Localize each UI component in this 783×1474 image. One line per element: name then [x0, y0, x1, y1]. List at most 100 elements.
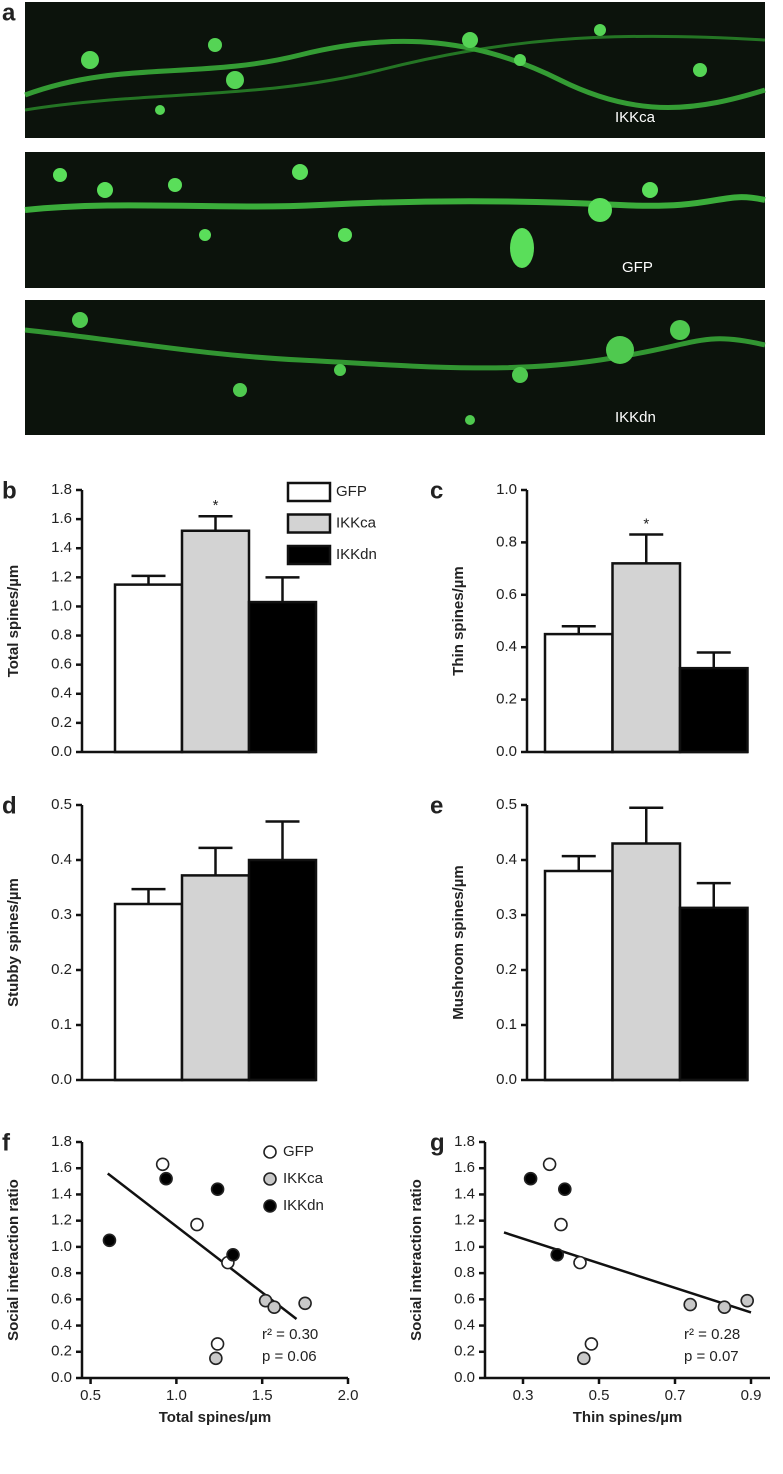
x-tick-label: 1.0 [166, 1387, 187, 1404]
y-tick-label: 0.0 [51, 1071, 72, 1088]
bar [611, 562, 682, 754]
point [210, 1182, 225, 1196]
y-tick-label: 1.4 [51, 1185, 72, 1202]
y-tick-label: 0.6 [51, 656, 72, 673]
y-axis-title: Total spines/µm [5, 565, 22, 678]
panel-letter: f [2, 1129, 11, 1156]
panel-letter: c [430, 477, 443, 504]
point [267, 1300, 282, 1314]
stat-label: p = 0.07 [684, 1348, 739, 1365]
point [717, 1300, 732, 1314]
bar [113, 902, 184, 1082]
y-tick-label: 0.0 [51, 743, 72, 760]
x-tick-label: 0.3 [513, 1387, 534, 1404]
stat-label: p = 0.06 [262, 1348, 317, 1365]
bar [180, 874, 251, 1082]
x-axis-title: Total spines/µm [159, 1409, 272, 1426]
y-tick-label: 1.0 [454, 1238, 475, 1255]
x-tick-label: 0.5 [80, 1387, 101, 1404]
y-tick-label: 1.0 [496, 481, 517, 498]
point [554, 1217, 568, 1232]
point [573, 1255, 587, 1270]
point [209, 1351, 223, 1366]
y-tick-label: 0.8 [496, 533, 517, 550]
y-tick-label: 0.4 [51, 851, 72, 868]
y-tick-label: 0.1 [496, 1016, 517, 1033]
x-tick-label: 0.5 [589, 1387, 610, 1404]
y-tick-label: 0.2 [496, 961, 517, 978]
y-tick-label: 1.8 [51, 481, 72, 498]
y-tick-label: 1.0 [51, 597, 72, 614]
y-axis-title: Mushroom spines/µm [450, 865, 467, 1020]
x-axis-title: Thin spines/µm [573, 1409, 683, 1426]
y-tick-label: 1.6 [51, 510, 72, 527]
panel-letter: d [2, 792, 17, 819]
x-tick-label: 0.9 [741, 1387, 762, 1404]
point [550, 1247, 565, 1262]
point [210, 1337, 225, 1351]
point [523, 1171, 538, 1186]
legend-label: GFP [283, 1143, 314, 1160]
y-axis-title: Thin spines/µm [450, 566, 467, 676]
point [298, 1296, 312, 1311]
point [576, 1351, 591, 1366]
bar [247, 600, 318, 754]
legend-label: IKKdn [283, 1197, 324, 1214]
y-tick-label: 1.6 [454, 1159, 475, 1176]
y-tick-label: 0.6 [496, 586, 517, 603]
point [683, 1297, 698, 1312]
y-tick-label: 1.2 [454, 1212, 475, 1229]
bar [543, 869, 614, 1082]
y-tick-label: 0.8 [51, 1264, 72, 1281]
panel-letter: g [430, 1129, 445, 1156]
y-tick-label: 0.6 [454, 1290, 475, 1307]
point [190, 1217, 204, 1232]
panel-letter: a [2, 0, 16, 26]
y-tick-label: 1.4 [454, 1185, 475, 1202]
y-axis-title: Social interaction ratio [408, 1179, 425, 1341]
y-tick-label: 1.8 [51, 1133, 72, 1150]
legend-label: IKKca [283, 1170, 324, 1187]
image-label: GFP [622, 259, 653, 276]
y-tick-label: 1.6 [51, 1159, 72, 1176]
bar [247, 858, 318, 1082]
panel-letter: e [430, 792, 443, 819]
y-tick-label: 0.2 [454, 1343, 475, 1360]
legend-marker [263, 1145, 277, 1159]
y-tick-label: 0.8 [454, 1264, 475, 1281]
y-axis-title: Social interaction ratio [5, 1179, 22, 1341]
y-tick-label: 0.4 [454, 1317, 475, 1334]
y-tick-label: 1.2 [51, 568, 72, 585]
y-tick-label: 0.3 [51, 906, 72, 923]
point [155, 1157, 170, 1172]
y-tick-label: 0.2 [51, 1343, 72, 1360]
y-tick-label: 0.2 [51, 714, 72, 731]
point [584, 1337, 599, 1351]
x-tick-label: 0.7 [665, 1387, 686, 1404]
y-tick-label: 0.0 [496, 743, 517, 760]
bar [113, 583, 184, 754]
y-tick-label: 1.0 [51, 1238, 72, 1255]
y-tick-label: 1.8 [454, 1133, 475, 1150]
stat-label: r² = 0.28 [684, 1326, 740, 1343]
legend-label: IKKdn [336, 546, 377, 563]
legend-marker [263, 1172, 277, 1186]
legend-swatch [286, 544, 332, 566]
point [159, 1171, 173, 1186]
y-tick-label: 0.3 [496, 906, 517, 923]
bar [180, 529, 251, 754]
image-label: IKKdn [615, 409, 656, 426]
panel-letter: b [2, 477, 17, 504]
significance-label: * [643, 516, 649, 533]
legend-marker [263, 1199, 277, 1213]
micrograph: IKKca [24, 2, 766, 138]
point [542, 1157, 557, 1172]
bar [611, 842, 682, 1082]
fit-line [503, 1231, 752, 1314]
y-tick-label: 1.4 [51, 539, 72, 556]
legend-swatch [286, 513, 332, 534]
micrograph: GFP [24, 152, 766, 288]
bar [678, 906, 749, 1082]
bar [543, 632, 614, 754]
